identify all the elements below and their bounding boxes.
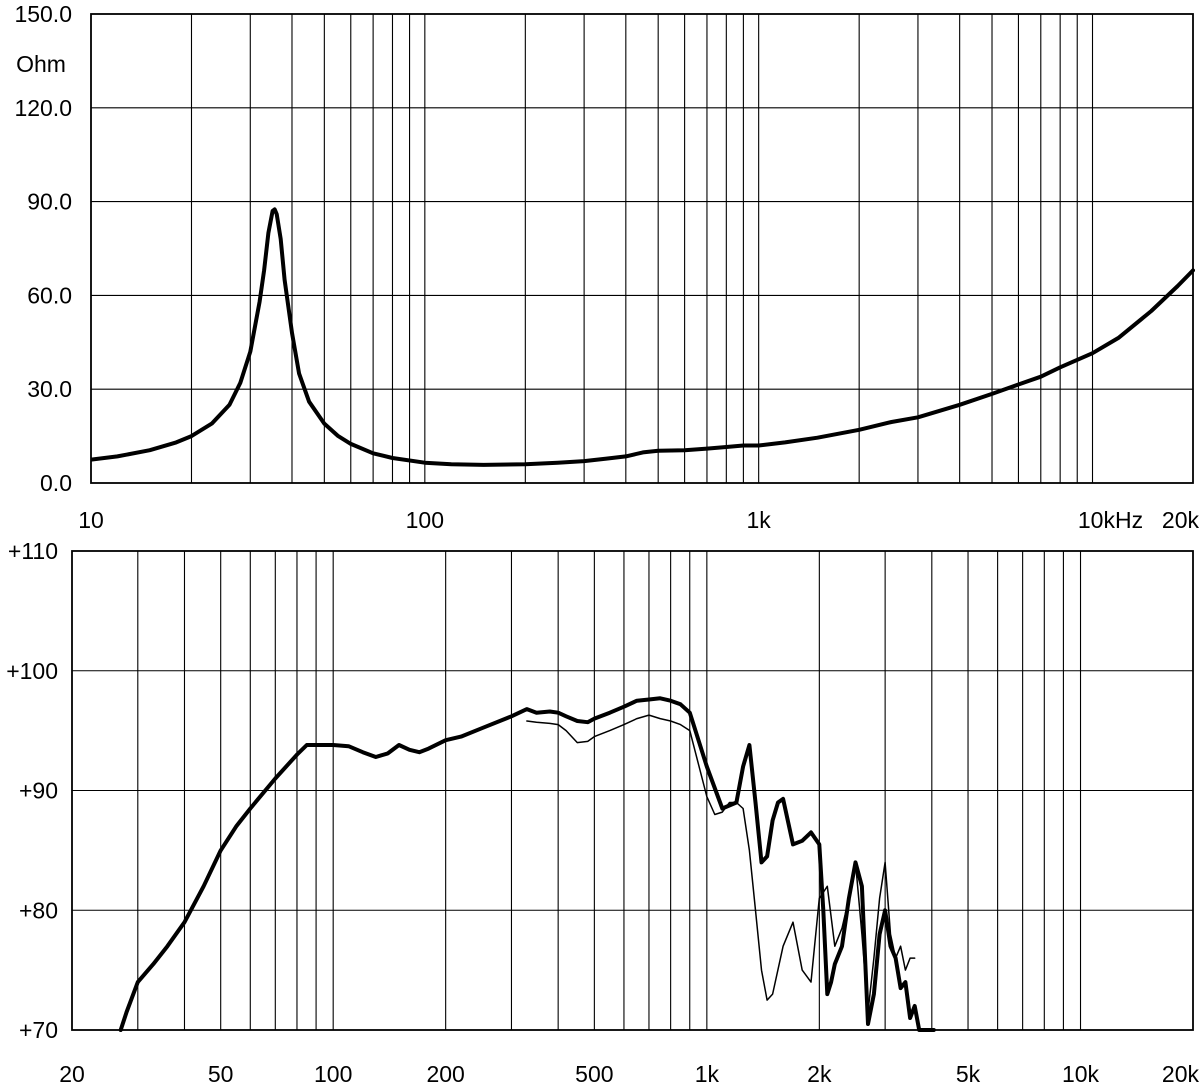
series-line-thick bbox=[118, 696, 936, 1032]
series-line-thin bbox=[526, 714, 916, 1013]
y-tick-label: 30.0 bbox=[27, 376, 72, 402]
y-tick-label: +100 bbox=[6, 658, 58, 684]
x-tick-label: 50 bbox=[208, 1061, 234, 1087]
plot-frame bbox=[71, 550, 1194, 1031]
frequency-response-chart: +70 +80 +90 +100 +110 20 50 100 200 500 1k 2k 5k 10k 2… bbox=[6, 538, 1199, 1087]
x-tick-label: 10k bbox=[1062, 1061, 1100, 1087]
y-tick-label: 0.0 bbox=[40, 470, 72, 496]
y-tick-label: 150.0 bbox=[14, 1, 72, 27]
y-tick-label: +90 bbox=[19, 778, 58, 804]
x-tick-label: 20 bbox=[59, 1061, 85, 1087]
y-tick-label: 60.0 bbox=[27, 282, 72, 308]
x-tick-label: 500 bbox=[575, 1061, 613, 1087]
y-tick-label: +110 bbox=[8, 538, 58, 564]
y-tick-label: 120.0 bbox=[14, 95, 72, 121]
impedance-chart: 0.0 30.0 60.0 90.0 120.0 150.0 Ohm 10 100 1k 10kHz… bbox=[14, 1, 1199, 533]
y-tick-label: 90.0 bbox=[27, 189, 72, 215]
x-tick-label: 100 bbox=[314, 1061, 352, 1087]
grid bbox=[91, 13, 1193, 484]
x-tick-label: 10kHz bbox=[1078, 507, 1143, 533]
x-tick-label: 1k bbox=[695, 1061, 720, 1087]
y-axis-label: Ohm bbox=[16, 51, 66, 77]
x-tick-label: 100 bbox=[406, 507, 444, 533]
x-tick-label: 5k bbox=[956, 1061, 981, 1087]
y-tick-label: +80 bbox=[19, 897, 58, 923]
x-tick-label: 20k bbox=[1162, 507, 1200, 533]
plot-frame bbox=[90, 13, 1194, 484]
series-line-thick bbox=[91, 207, 1195, 467]
x-tick-label: 20k bbox=[1162, 1061, 1200, 1087]
x-tick-label: 10 bbox=[78, 507, 104, 533]
x-tick-label: 200 bbox=[426, 1061, 464, 1087]
x-tick-label: 1k bbox=[747, 507, 772, 533]
y-tick-label: +70 bbox=[19, 1017, 58, 1043]
x-tick-label: 2k bbox=[807, 1061, 832, 1087]
grid bbox=[72, 550, 1193, 1031]
